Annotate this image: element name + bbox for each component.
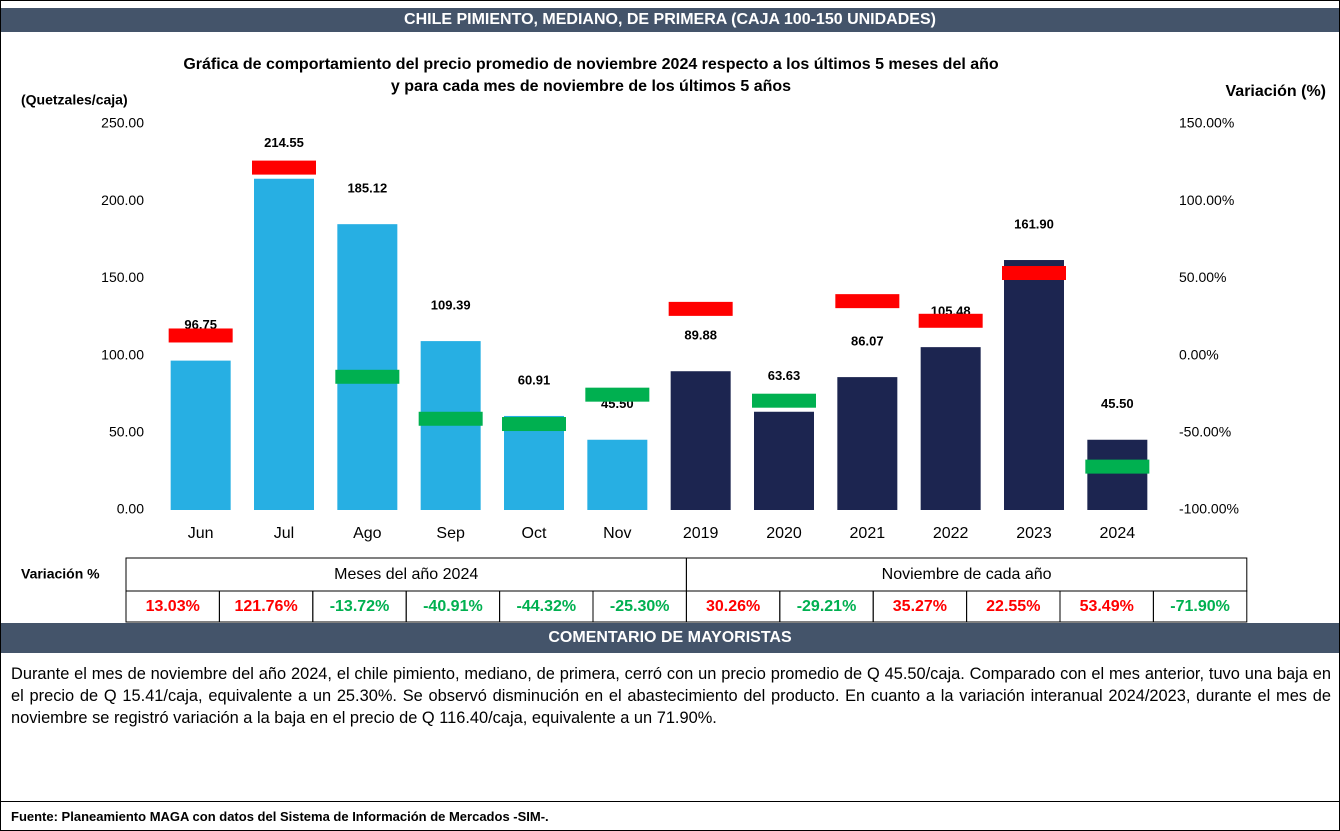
y-tick-label: 200.00 (101, 192, 144, 208)
variation-marker (585, 387, 650, 402)
bar (254, 178, 314, 510)
x-tick-label: Jun (188, 525, 214, 542)
table-value: 121.76% (235, 598, 298, 615)
comment-title: COMENTARIO DE MAYORISTAS (1, 623, 1339, 653)
x-tick-label: 2021 (850, 525, 886, 542)
y-axis-label: (Quetzales/caja) (21, 92, 128, 108)
bar (1087, 439, 1148, 510)
table-value: 53.49% (1080, 598, 1134, 615)
table-value: -44.32% (517, 598, 577, 615)
value-label: 45.50 (1101, 396, 1134, 411)
table-value: -71.90% (1170, 598, 1230, 615)
table-value: 22.55% (986, 598, 1040, 615)
table-cell (1152, 590, 1248, 623)
value-label: 60.91 (518, 372, 551, 387)
chart: Gráfica de comportamiento del precio pro… (21, 56, 1326, 623)
chart-title: y para cada mes de noviembre de los últi… (391, 78, 791, 95)
x-tick-label: 2023 (1016, 525, 1052, 542)
table-value: -25.30% (610, 598, 670, 615)
table-group-label: Noviembre de cada año (882, 566, 1052, 583)
x-tick-label: Ago (353, 525, 382, 542)
bar (920, 347, 981, 510)
table-value: -40.91% (423, 598, 483, 615)
variation-marker (668, 301, 733, 316)
value-label: 89.88 (684, 328, 717, 343)
y-tick-label: 250.00 (101, 115, 144, 131)
bar (837, 377, 898, 510)
value-label: 63.63 (768, 368, 801, 383)
bar (504, 415, 564, 510)
variation-marker (752, 393, 816, 408)
variation-marker (168, 328, 233, 343)
variation-marker (335, 369, 400, 384)
bar (337, 224, 398, 510)
variation-marker (835, 294, 900, 309)
variation-marker (502, 417, 566, 432)
bar (754, 411, 814, 510)
y2-tick-label: 50.00% (1179, 269, 1226, 285)
value-label: 161.90 (1014, 216, 1054, 231)
source: Fuente: Planeamiento MAGA con datos del … (1, 801, 1339, 830)
table-value: 13.03% (146, 598, 200, 615)
chart-title: Gráfica de comportamiento del precio pro… (183, 56, 999, 73)
table-value: 35.27% (893, 598, 947, 615)
x-tick-label: Nov (603, 525, 631, 542)
comment-text: Durante el mes de noviembre del año 2024… (11, 665, 1331, 727)
value-label: 214.55 (264, 135, 304, 150)
x-tick-label: Oct (522, 525, 547, 542)
table-value: 30.26% (706, 598, 760, 615)
y2-tick-label: 100.00% (1179, 192, 1234, 208)
x-tick-label: Sep (436, 525, 465, 542)
table-value: -29.21% (797, 598, 857, 615)
variation-marker (418, 411, 483, 426)
value-label: 96.75 (184, 317, 217, 332)
table-label: Variación % (21, 566, 100, 582)
table-group-label: Meses del año 2024 (334, 566, 478, 583)
y2-tick-label: -50.00% (1179, 424, 1231, 440)
header-title: CHILE PIMIENTO, MEDIANO, DE PRIMERA (CAJ… (1, 8, 1339, 32)
value-label: 109.39 (431, 298, 471, 313)
y-tick-label: 50.00 (109, 424, 144, 440)
bar (170, 360, 231, 510)
y-tick-label: 100.00 (101, 346, 144, 362)
bar (587, 439, 648, 510)
variation-marker (918, 313, 983, 328)
y-tick-label: 150.00 (101, 269, 144, 285)
variation-marker (1085, 459, 1150, 474)
x-tick-label: 2020 (766, 525, 802, 542)
x-tick-label: 2024 (1100, 525, 1136, 542)
value-label: 86.07 (851, 334, 884, 349)
y2-tick-label: 0.00% (1179, 346, 1219, 362)
bar (670, 371, 731, 510)
x-tick-label: 2019 (683, 525, 719, 542)
y-tick-label: 0.00 (117, 501, 144, 517)
y2-axis-label: Variación (%) (1226, 83, 1326, 100)
value-label: 185.12 (347, 181, 387, 196)
variation-marker (252, 160, 316, 175)
x-tick-label: Jul (274, 525, 294, 542)
y2-tick-label: -100.00% (1179, 501, 1239, 517)
variation-marker (1002, 266, 1066, 281)
bar (1004, 260, 1064, 510)
x-tick-label: 2022 (933, 525, 969, 542)
y2-tick-label: 150.00% (1179, 115, 1234, 131)
table-value: -13.72% (330, 598, 390, 615)
